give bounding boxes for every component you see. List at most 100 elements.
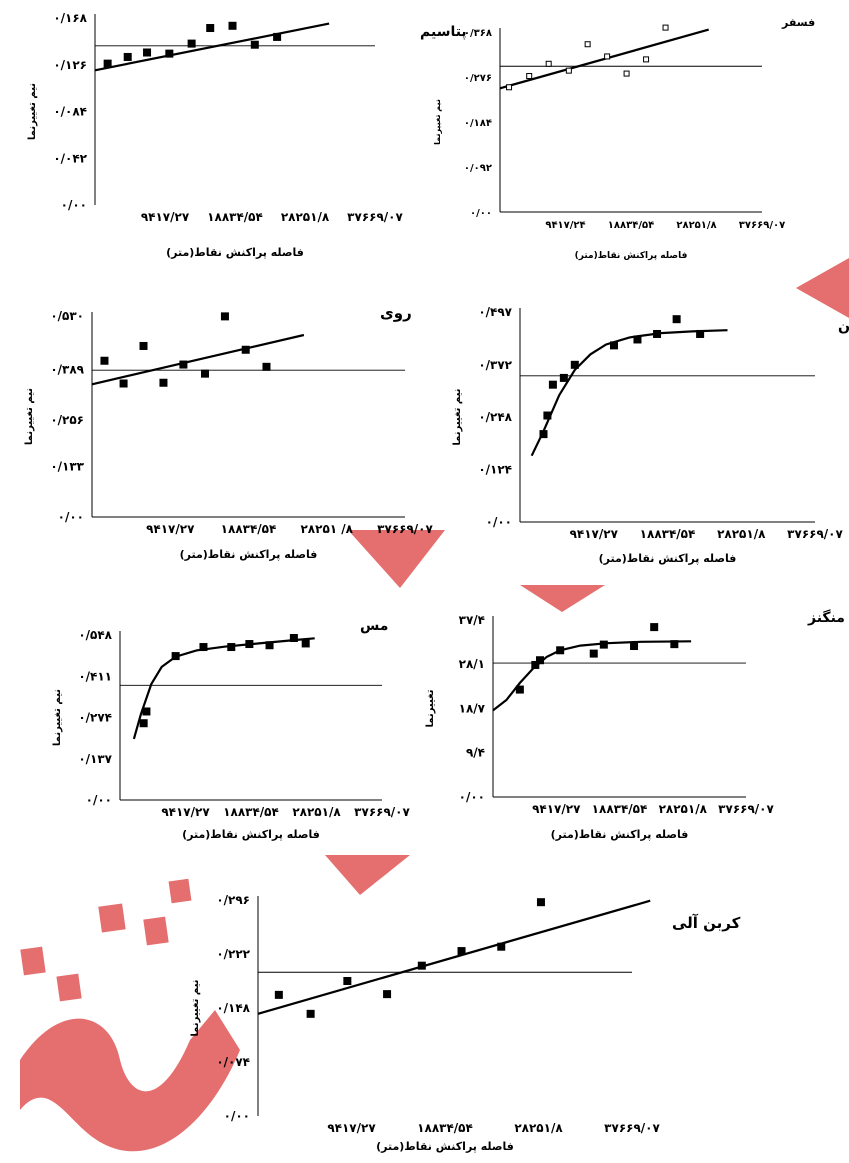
x-tick-label: ۹۴۱۷/۲۷ xyxy=(161,805,210,819)
data-point xyxy=(515,685,524,694)
data-point xyxy=(289,634,298,643)
data-point xyxy=(457,947,466,956)
data-point xyxy=(570,360,579,369)
y-tick-label: ۰/۰۰ xyxy=(470,208,492,219)
chart-title: آهن xyxy=(838,316,849,334)
data-point xyxy=(497,942,506,951)
x-tick-label: ۳۷۶۶۹/۰۷ xyxy=(787,527,843,541)
x-tick-label: ۹۴۱۷/۲۷ xyxy=(532,802,581,816)
data-point xyxy=(650,623,659,632)
model-fit-line xyxy=(257,899,651,1015)
data-point xyxy=(100,356,109,365)
data-point xyxy=(171,652,180,661)
data-point xyxy=(653,329,662,338)
x-tick-label: ۲۸۲۵۱/۸ xyxy=(659,802,708,816)
chart-title: پتاسیم xyxy=(420,24,467,40)
y-tick-label: ۰/۰۹۲ xyxy=(464,163,492,174)
y-axis-label: تغییرنما xyxy=(425,689,436,727)
data-point xyxy=(383,990,392,999)
x-tick-label: ۳۷۶۶۹/۰۷ xyxy=(739,220,785,231)
y-tick-label: ۹/۴ xyxy=(466,746,485,760)
x-tick-label: ۹۴۱۷/۲۴ xyxy=(545,220,585,231)
x-axis-label: فاصله پراکنش نقاط(متر) xyxy=(182,828,320,841)
y-tick-label: ۰/۳۸۹ xyxy=(50,362,84,376)
data-point xyxy=(139,719,148,728)
y-axis-label: نیم تغییرنما xyxy=(433,99,442,145)
x-axis-label: فاصله پراکنش نقاط(متر) xyxy=(376,1140,514,1153)
y-tick-label: ۰/۰۴۲ xyxy=(53,151,87,165)
y-tick-label: ۲۸/۱ xyxy=(459,657,485,671)
x-tick-label: ۱۸۸۳۴/۵۴ xyxy=(417,1121,473,1135)
data-point xyxy=(179,360,188,369)
chart-manganese: ۰/۰۰ ۹/۴ ۱۸/۷ ۲۸/۱ ۳۷/۴ ۹۴۱۷/۲۷ ۱۸۸۳۴/۵۴ ۲۸۲۵۱/… xyxy=(425,609,845,841)
y-tick-label: ۱۸/۷ xyxy=(459,702,486,716)
x-tick-label: ۳۷۶۶۹/۰۷ xyxy=(377,522,433,536)
y-tick-label: ۰/۱۳۷ xyxy=(78,752,112,766)
y-axis-label: نیم تغییرنما xyxy=(52,689,63,746)
y-tick-label: ۰/۴۹۷ xyxy=(478,305,512,319)
data-point xyxy=(139,341,148,350)
data-point xyxy=(584,41,591,48)
x-tick-label: ۲۸۲۵۱/۸ xyxy=(676,220,716,231)
y-tick-label: ۰/۰۰ xyxy=(459,790,485,804)
y-tick-label: ۰/۳۶۸ xyxy=(464,28,492,39)
y-tick-label: ۰/۱۲۴ xyxy=(478,463,512,477)
y-axis-label: نیم تغییرنما xyxy=(452,388,463,445)
x-axis-label: فاصله پراکنش نقاط(متر) xyxy=(166,246,304,259)
chart-zinc: ۰/۰۰ ۰/۱۳۳ ۰/۲۵۶ ۰/۳۸۹ ۰/۵۳۰ ۹۴۱۷/۲۷ ۱۸۸۳۴/۵۴ ۲… xyxy=(24,304,434,561)
x-tick-label: ۳۷۶۶۹/۰۷ xyxy=(347,210,403,224)
data-point xyxy=(187,39,196,48)
y-tick-label: ۰/۲۵۶ xyxy=(50,413,84,427)
data-point xyxy=(306,1009,315,1018)
y-tick-label: ۰/۱۳۳ xyxy=(50,460,84,474)
data-point xyxy=(539,430,548,439)
data-point xyxy=(159,378,168,387)
data-point xyxy=(548,380,557,389)
data-point xyxy=(623,70,630,77)
data-point xyxy=(119,379,128,388)
data-point xyxy=(142,707,151,716)
x-tick-label: ۹۴۱۷/۲۷ xyxy=(327,1121,376,1135)
data-point xyxy=(536,898,545,907)
data-point xyxy=(228,21,237,30)
data-point xyxy=(589,649,598,658)
data-point xyxy=(545,60,552,67)
chart-title: فسفر xyxy=(781,16,815,29)
y-tick-label: ۰/۱۶۸ xyxy=(53,11,87,25)
data-point xyxy=(250,40,259,49)
data-point xyxy=(241,345,250,354)
y-tick-label: ۰/۰۰ xyxy=(61,198,87,212)
model-fit-line xyxy=(132,637,315,740)
model-fit-line xyxy=(91,333,305,386)
chart-phosphorus: ۰/۰۰ ۰/۰۹۲ ۰/۱۸۴ ۰/۲۷۶ ۰/۳۶۸ ۹۴۱۷/۲۴ ۱۸۸۳۴/۵۴ ۲… xyxy=(433,16,815,261)
chart-organic-carbon: ۰/۰۰ ۰/۰۷۴ ۰/۱۴۸ ۰/۲۲۲ ۰/۲۹۶ ۹۴۱۷/۲۷ ۱۸۸۳۴/۵۴ ۲… xyxy=(190,893,741,1153)
y-axis-label: نیم تغییرنما xyxy=(190,979,201,1036)
chart-title: کربن آلی xyxy=(672,914,741,932)
data-point xyxy=(201,369,210,378)
x-tick-label: ۲۸۲۵۱/۸ xyxy=(292,805,341,819)
data-point xyxy=(559,373,568,382)
data-point xyxy=(245,640,254,649)
data-point xyxy=(103,59,112,68)
data-point xyxy=(556,646,565,655)
data-point xyxy=(526,73,533,80)
data-point xyxy=(696,329,705,338)
x-tick-label: ۹۴۱۷/۲۷ xyxy=(570,527,619,541)
x-axis-label: فاصله پراکنش نقاط(متر) xyxy=(180,548,318,561)
x-tick-label: ۱۸۸۳۴/۵۴ xyxy=(640,527,696,541)
chart-copper: ۰/۰۰ ۰/۱۳۷ ۰/۲۷۴ ۰/۴۱۱ ۰/۵۴۸ ۹۴۱۷/۲۷ ۱۸۸۳۴/۵۴ ۲… xyxy=(52,618,411,841)
y-axis-label: نیم تغییرنما xyxy=(24,388,35,445)
y-tick-label: ۰/۰۷۴ xyxy=(216,1055,250,1069)
x-tick-label: ۱۸۸۳۴/۵۴ xyxy=(207,210,263,224)
data-point xyxy=(143,48,152,57)
model-fit-line xyxy=(530,329,728,457)
data-point xyxy=(265,641,274,650)
data-point xyxy=(123,52,132,61)
x-tick-label: ۱۸۸۳۴/۵۴ xyxy=(608,220,654,231)
data-point xyxy=(506,84,513,91)
chart-title: منگنز xyxy=(807,609,845,626)
x-tick-label: ۲۸۲۵۱/۸ xyxy=(717,527,766,541)
y-tick-label: ۰/۲۴۸ xyxy=(478,410,512,424)
